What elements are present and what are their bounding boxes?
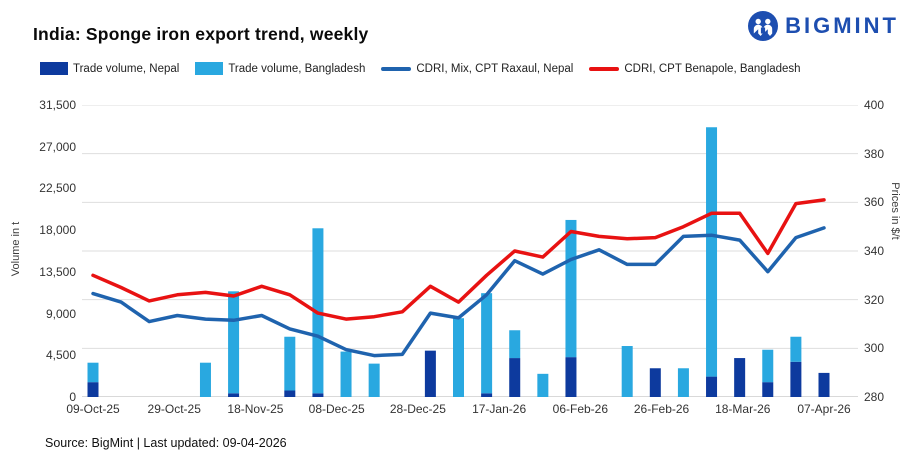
bar-trade-volume-bangladesh xyxy=(368,363,380,397)
bar-trade-volume-bangladesh xyxy=(677,368,689,397)
left-axis-tick: 0 xyxy=(69,390,76,404)
x-axis-tick: 28-Dec-25 xyxy=(389,402,446,416)
right-axis-tick: 380 xyxy=(864,146,885,161)
bar-trade-volume-nepal xyxy=(87,382,99,397)
bigmint-logo: BIGMINT xyxy=(747,10,899,42)
bar-trade-volume-nepal xyxy=(565,357,577,397)
legend-item-cdri-benapole: CDRI, CPT Benapole, Bangladesh xyxy=(589,62,801,75)
x-axis-tick: 29-Oct-25 xyxy=(147,402,201,416)
bigmint-logo-text: BIGMINT xyxy=(785,13,899,38)
right-axis-tick: 360 xyxy=(864,195,885,210)
x-axis-tick: 26-Feb-26 xyxy=(633,402,690,416)
bar-trade-volume-nepal xyxy=(312,393,324,397)
bar-trade-volume-bangladesh xyxy=(565,219,577,358)
x-axis-tick: 17-Jan-26 xyxy=(472,402,527,416)
plot-area xyxy=(82,104,858,398)
legend-label: Trade volume, Nepal xyxy=(73,62,180,75)
bar-trade-volume-nepal xyxy=(649,368,661,397)
left-axis-tick: 4,500 xyxy=(45,348,76,363)
cdri-benapole-line-swatch xyxy=(589,66,620,71)
right-axis-tick: 320 xyxy=(864,292,885,307)
bar-trade-volume-bangladesh xyxy=(199,362,211,397)
x-axis-tick: 07-Apr-26 xyxy=(797,402,851,416)
left-axis-tick: 31,500 xyxy=(39,98,76,112)
right-axis-tick: 340 xyxy=(864,244,885,258)
cdri-raxaul-line-swatch xyxy=(381,66,412,71)
page-title: India: Sponge iron export trend, weekly xyxy=(33,24,369,44)
bar-trade-volume-nepal xyxy=(734,358,746,397)
legend-item-cdri-raxaul: CDRI, Mix, CPT Raxaul, Nepal xyxy=(381,63,573,75)
right-axis-tick: 280 xyxy=(864,390,885,404)
bar-trade-volume-bangladesh xyxy=(481,293,493,394)
right-axis-tick: 300 xyxy=(864,341,885,356)
bar-trade-volume-bangladesh xyxy=(453,318,464,397)
bar-trade-volume-nepal xyxy=(706,376,718,397)
x-axis-tick: 18-Mar-26 xyxy=(715,402,771,416)
bar-trade-volume-bangladesh xyxy=(762,349,774,383)
left-axis-tick: 13,500 xyxy=(39,264,76,279)
bar-trade-volume-nepal xyxy=(509,358,521,397)
chart-legend: Trade volume, Nepal Trade volume, Bangla… xyxy=(40,62,801,75)
bar-trade-volume-bangladesh xyxy=(312,228,324,394)
legend-label: Trade volume, Bangladesh xyxy=(228,62,366,75)
line-cdri-benapole-bangladesh xyxy=(91,198,826,321)
bar-trade-volume-bangladesh xyxy=(228,291,240,394)
bar-trade-volume-bangladesh xyxy=(509,330,521,359)
right-axis-tick: 400 xyxy=(864,98,885,112)
legend-item-nepal-volume: Trade volume, Nepal xyxy=(40,62,179,75)
bar-trade-volume-bangladesh xyxy=(284,336,296,391)
legend-label: CDRI, CPT Benapole, Bangladesh xyxy=(624,62,801,75)
line-cdri-raxaul-nepal xyxy=(91,226,826,358)
bar-trade-volume-bangladesh xyxy=(790,336,802,362)
bar-trade-volume-nepal xyxy=(481,393,493,397)
bar-trade-volume-nepal xyxy=(762,382,774,397)
bar-trade-volume-nepal xyxy=(228,393,240,397)
bar-trade-volume-nepal xyxy=(424,350,436,397)
source-note: Source: BigMint | Last updated: 09-04-20… xyxy=(45,436,287,450)
left-axis-tick: 18,000 xyxy=(39,223,76,238)
plot-svg xyxy=(82,104,858,398)
x-axis-tick: 09-Oct-25 xyxy=(66,402,120,416)
bar-trade-volume-bangladesh xyxy=(537,373,549,397)
left-axis-title: Volume in t xyxy=(10,221,22,277)
nepal-volume-swatch xyxy=(40,62,68,75)
left-axis-tick: 9,000 xyxy=(45,306,76,321)
left-axis-tick: 27,000 xyxy=(39,139,76,154)
bigmint-logo-icon xyxy=(747,10,779,42)
bar-trade-volume-nepal xyxy=(790,361,802,397)
legend-label: CDRI, Mix, CPT Raxaul, Nepal xyxy=(416,62,574,75)
bar-trade-volume-nepal xyxy=(818,372,830,397)
bar-trade-volume-bangladesh xyxy=(87,362,99,383)
bar-trade-volume-bangladesh xyxy=(706,127,718,377)
left-axis-tick: 22,500 xyxy=(39,181,76,196)
legend-item-bangladesh-volume: Trade volume, Bangladesh xyxy=(195,62,365,75)
x-axis-tick: 18-Nov-25 xyxy=(227,402,284,416)
bar-trade-volume-nepal xyxy=(284,390,296,397)
x-axis-tick: 08-Dec-25 xyxy=(308,402,365,416)
bar-trade-volume-bangladesh xyxy=(340,351,352,397)
bangladesh-volume-swatch xyxy=(195,62,224,75)
x-axis-tick: 06-Feb-26 xyxy=(552,402,609,416)
bar-trade-volume-bangladesh xyxy=(621,346,633,397)
